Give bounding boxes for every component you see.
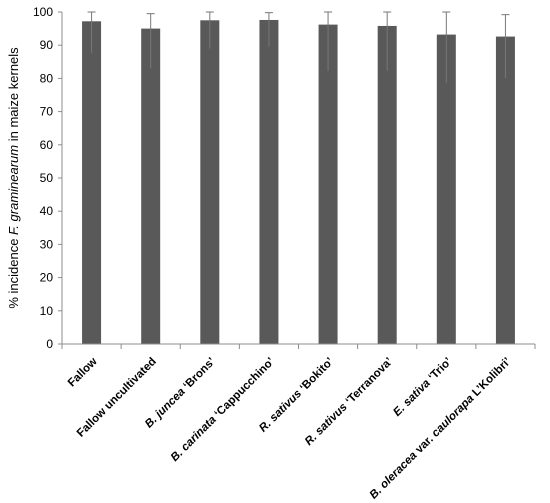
y-tick-label: 60 xyxy=(40,138,54,152)
y-tick-label: 80 xyxy=(40,71,54,85)
y-tick-label: 20 xyxy=(40,271,54,285)
bar xyxy=(141,28,161,344)
y-axis: 0 10 20 30 40 50 60 70 80 90 100 xyxy=(33,5,63,351)
y-axis-title: % incidence F. graminearum in maize kern… xyxy=(6,47,21,309)
x-tick-label: B. carinata ‘Cappucchino’ xyxy=(169,356,277,464)
y-axis-title-text: % incidence F. graminearum in maize kern… xyxy=(6,47,21,309)
error-bars xyxy=(87,11,510,83)
bar xyxy=(377,25,397,344)
y-tick-label: 40 xyxy=(40,204,54,218)
bar xyxy=(318,24,338,345)
y-tick-label: 50 xyxy=(40,171,54,185)
bar xyxy=(436,34,456,345)
bar xyxy=(200,20,220,345)
bars xyxy=(82,19,515,345)
bar xyxy=(495,36,515,345)
x-tick-label: E. sativa ‘Trio’ xyxy=(391,356,454,419)
bar xyxy=(82,21,102,345)
y-tick-label: 100 xyxy=(33,5,53,19)
bar xyxy=(259,19,279,345)
x-axis xyxy=(61,343,536,349)
y-tick-label: 10 xyxy=(40,304,54,318)
y-tick-label: 30 xyxy=(40,237,54,251)
y-tick-label: 0 xyxy=(46,337,53,351)
x-tick-label: Fallow xyxy=(66,356,100,390)
y-tick-label: 90 xyxy=(40,38,54,52)
y-tick-label: 70 xyxy=(40,105,54,119)
